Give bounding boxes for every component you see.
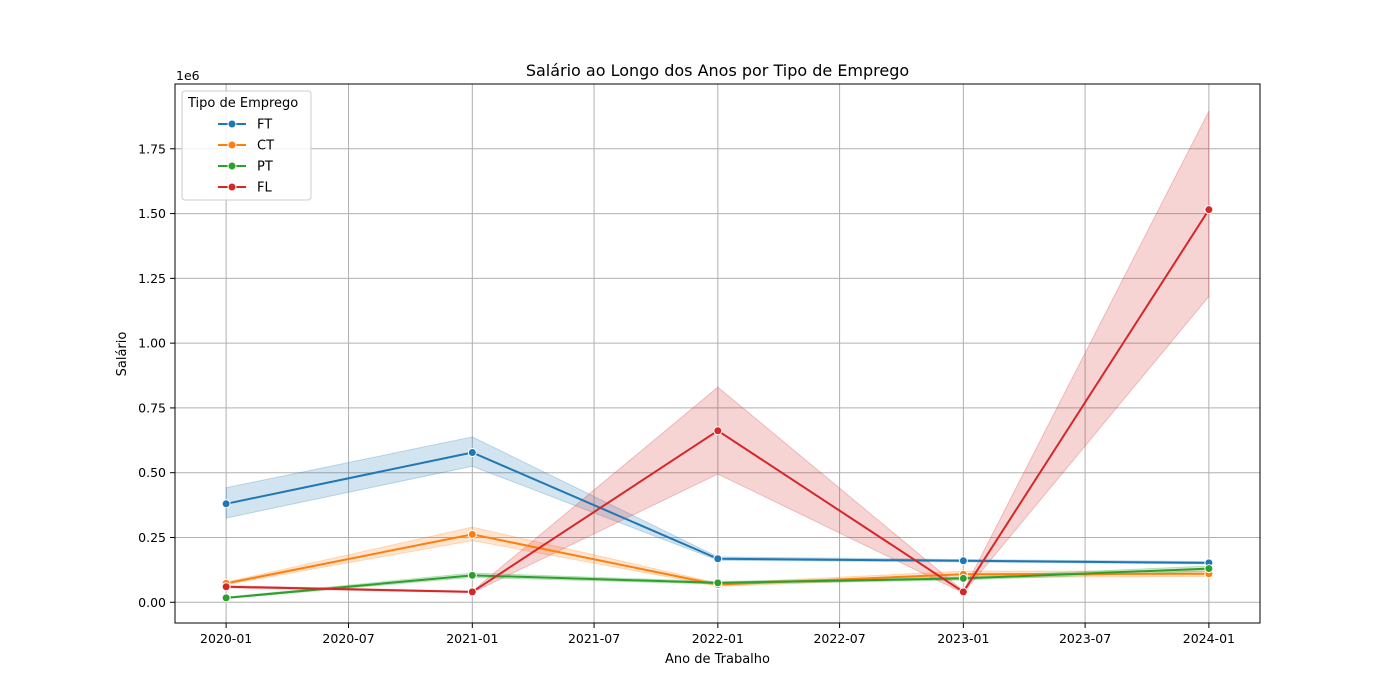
y-tick-label: 1.25: [138, 271, 166, 286]
legend-box: [181, 90, 312, 201]
x-tick-label: 2023-01: [937, 631, 989, 646]
y-axis-title: Salário: [115, 332, 130, 377]
y-tick-label: 0.25: [138, 530, 166, 545]
x-tick-label: 2024-01: [1183, 631, 1235, 646]
data-point-pt: [713, 578, 723, 588]
data-point-pt: [1204, 564, 1214, 574]
data-point-ct: [467, 529, 477, 539]
data-point-ft: [467, 447, 477, 457]
legend-label-fl: FL: [257, 181, 272, 196]
data-point-pt: [958, 573, 968, 583]
x-tick-label: 2020-01: [200, 631, 252, 646]
data-point-fl: [713, 426, 723, 436]
y-axis-offset-label: 1e6: [176, 68, 200, 83]
legend-marker-pt: [227, 161, 237, 171]
legend-label-ct: CT: [257, 139, 274, 154]
data-point-pt: [467, 570, 477, 580]
legend-marker-fl: [227, 182, 237, 192]
y-tick-label: 1.50: [138, 206, 166, 221]
legend-label-pt: PT: [257, 160, 273, 175]
data-point-ft: [221, 499, 231, 509]
y-tick-label: 0.50: [138, 465, 166, 480]
data-point-fl: [221, 582, 231, 592]
y-tick-label: 1.00: [138, 336, 166, 351]
grid-layer: [175, 84, 1260, 623]
legend-marker-ct: [227, 140, 237, 150]
data-point-fl: [958, 587, 968, 597]
data-point-fl: [467, 587, 477, 597]
data-point-ft: [713, 554, 723, 564]
x-tick-label: 2020-07: [322, 631, 374, 646]
x-tick-label: 2022-01: [692, 631, 744, 646]
x-tick-label: 2023-07: [1059, 631, 1111, 646]
chart-title: Salário ao Longo dos Anos por Tipo de Em…: [526, 61, 909, 80]
legend: Tipo de Emprego FT CT PT FL: [181, 90, 312, 201]
data-point-fl: [1204, 205, 1214, 215]
legend-marker-ft: [227, 119, 237, 129]
x-tick-label: 2021-01: [446, 631, 498, 646]
y-tick-label: 0.00: [138, 595, 166, 610]
y-tick-label: 0.75: [138, 400, 166, 415]
x-tick-label: 2022-07: [813, 631, 865, 646]
series-markers: [221, 205, 1214, 603]
x-tick-label: 2021-07: [568, 631, 620, 646]
x-axis-ticks: 2020-01 2020-07 2021-01 2021-07 2022-01 2022-…: [200, 623, 1235, 646]
legend-title: Tipo de Emprego: [187, 96, 298, 111]
y-tick-label: 1.75: [138, 141, 166, 156]
x-axis-title: Ano de Trabalho: [665, 652, 770, 667]
data-point-ft: [958, 556, 968, 566]
legend-entries: FT CT PT FL: [218, 118, 274, 196]
data-point-pt: [221, 593, 231, 603]
legend-label-ft: FT: [257, 118, 272, 133]
y-axis-ticks: 0.00 0.25 0.50 0.75 1.00 1.25 1.50 1.75: [138, 141, 175, 610]
